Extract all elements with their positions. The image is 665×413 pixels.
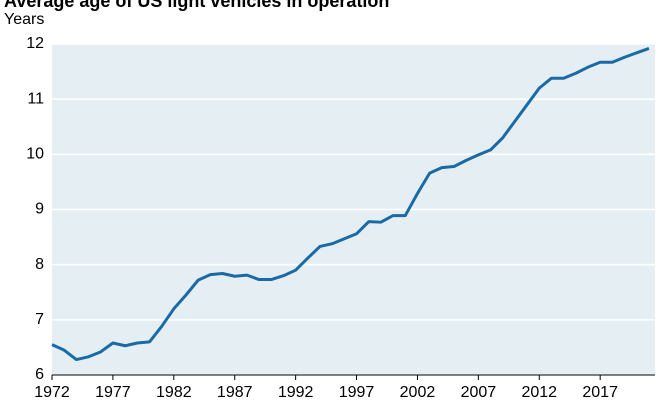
y-tick-label: 7: [35, 311, 44, 328]
y-tick-label: 9: [35, 201, 44, 218]
x-tick-label: 1987: [217, 384, 253, 401]
y-tick-label: 8: [35, 256, 44, 273]
x-tick-label: 1977: [95, 384, 131, 401]
data-line: [51, 47, 650, 362]
x-tick-label: 1992: [278, 384, 314, 401]
chart-title: Average age of US light vehicles in oper…: [4, 0, 389, 11]
y-tick-label: 11: [27, 90, 44, 107]
x-tick-label: 2012: [521, 384, 557, 401]
x-tick-label: 1972: [34, 384, 70, 401]
y-tick-label: 10: [26, 146, 44, 163]
x-tick-label: 2017: [582, 384, 618, 401]
y-tick-label: 6: [35, 366, 44, 383]
x-tick-label: 1982: [156, 384, 192, 401]
x-tick-label: 1997: [339, 384, 375, 401]
x-tick-label: 2002: [400, 384, 436, 401]
chart-subtitle: Years: [4, 11, 44, 28]
y-tick-label: 12: [26, 35, 44, 52]
x-tick-label: 2007: [461, 384, 497, 401]
